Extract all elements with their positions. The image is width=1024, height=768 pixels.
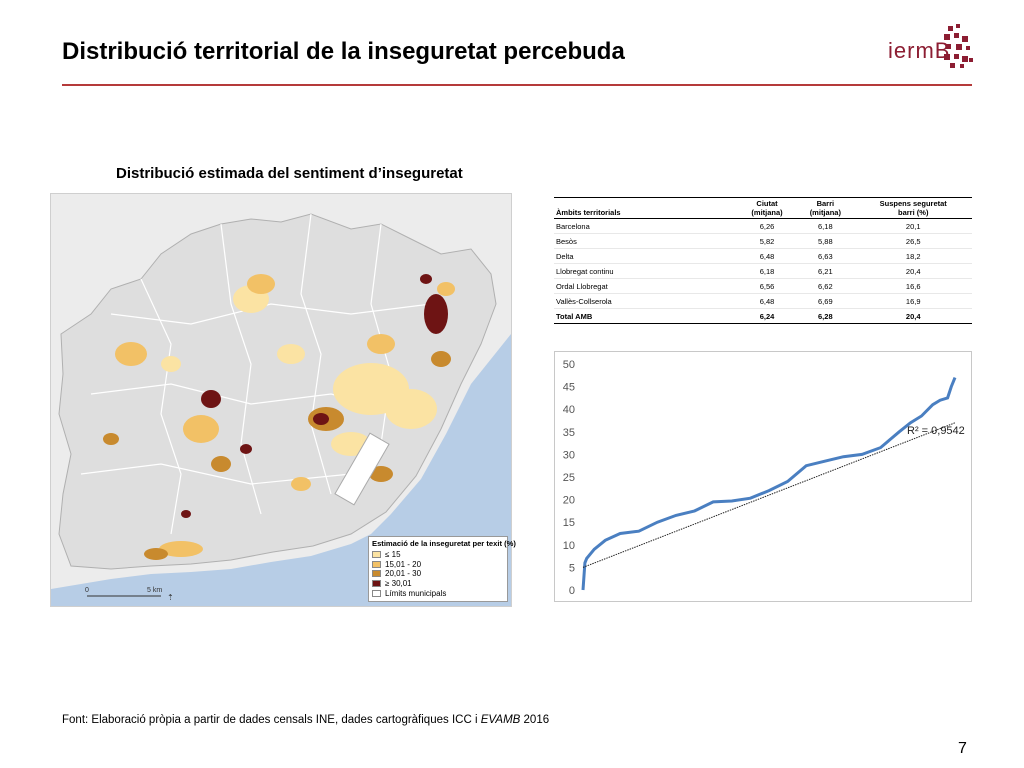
cell-ambit: Barcelona xyxy=(554,218,738,234)
cell-barri: 6,69 xyxy=(796,293,855,309)
source-note: Font: Elaboració pròpia a partir de dade… xyxy=(62,714,549,726)
cell-ambit: Besòs xyxy=(554,233,738,249)
cell-ambit: Ordal Llobregat xyxy=(554,278,738,294)
y-tick-label: 0 xyxy=(569,585,575,597)
y-tick-label: 15 xyxy=(563,517,575,529)
legend-swatch xyxy=(372,589,381,597)
map-heading: Distribució estimada del sentiment d’ins… xyxy=(116,165,463,182)
cell-suspens: 20,1 xyxy=(854,218,972,234)
cell-barri: 6,21 xyxy=(796,263,855,279)
y-tick-label: 5 xyxy=(569,562,575,574)
table-row: Delta 6,48 6,63 18,2 xyxy=(554,248,972,264)
y-tick-label: 25 xyxy=(563,472,575,484)
cell-ciutat: 6,24 xyxy=(737,308,797,324)
r-squared-annotation: R² = 0,9542 xyxy=(907,425,965,437)
y-tick-label: 10 xyxy=(563,540,575,552)
cell-barri: 6,62 xyxy=(796,278,855,294)
legend-label: 20,01 - 30 xyxy=(385,569,422,579)
cell-suspens: 20,4 xyxy=(854,263,972,279)
cell-ciutat: 6,18 xyxy=(737,263,797,279)
legend-label: 15,01 - 20 xyxy=(385,559,422,569)
table-row: Llobregat continu 6,18 6,21 20,4 xyxy=(554,263,972,279)
legend-swatch xyxy=(372,551,381,559)
cell-ambit: Vallès-Collserola xyxy=(554,293,738,309)
legend-title: Estimació de la inseguretat per texit (%… xyxy=(372,539,516,548)
port-area xyxy=(334,432,390,506)
table-row: Barcelona 6,26 6,18 20,1 xyxy=(554,218,972,234)
cell-suspens: 20,4 xyxy=(854,308,972,324)
cell-ciutat: 5,82 xyxy=(737,233,797,249)
legend-swatch xyxy=(372,570,381,578)
logo-pixel-mark-icon xyxy=(944,24,973,68)
zones-medium xyxy=(115,274,455,557)
legend-item: 20,01 - 30 xyxy=(372,569,504,579)
chart-canvas: 0 5 10 15 20 25 30 35 40 45 50 R² = 0,9542 xyxy=(563,359,965,597)
source-survey-name: EVAMB xyxy=(480,714,521,726)
col-header-barri: Barri (mitjana) xyxy=(809,199,841,217)
cell-ambit: Llobregat continu xyxy=(554,263,738,279)
logo-wordmark: iermB xyxy=(888,38,951,63)
col-header-suspens: Suspens seguretat barri (%) xyxy=(879,199,947,217)
legend-item: ≤ 15 xyxy=(372,550,504,560)
title-divider xyxy=(62,84,972,86)
cell-suspens: 16,9 xyxy=(854,293,972,309)
cell-barri: 5,88 xyxy=(796,233,855,249)
cell-barri: 6,28 xyxy=(796,308,855,324)
distribution-chart: 0 5 10 15 20 25 30 35 40 45 50 R² = 0,9542 xyxy=(554,351,972,602)
cell-ciutat: 6,26 xyxy=(737,218,797,234)
zones-very-high xyxy=(181,274,448,518)
y-tick-label: 45 xyxy=(563,382,575,394)
cell-ambit: Delta xyxy=(554,248,738,264)
legend-swatch xyxy=(372,560,381,568)
scale-zero-label: 0 xyxy=(85,587,89,594)
y-tick-label: 50 xyxy=(563,359,575,371)
cell-suspens: 18,2 xyxy=(854,248,972,264)
table-top-rule xyxy=(554,197,972,198)
table-row: Besòs 5,82 5,88 26,5 xyxy=(554,233,972,249)
scale-distance-label: 5 km xyxy=(147,587,162,594)
source-text: Font: Elaboració pròpia a partir de dade… xyxy=(62,714,481,726)
cell-ciutat: 6,48 xyxy=(737,248,797,264)
cell-suspens: 26,5 xyxy=(854,233,972,249)
cell-barri: 6,18 xyxy=(796,218,855,234)
y-tick-label: 30 xyxy=(563,449,575,461)
table-row: Vallès-Collserola 6,48 6,69 16,9 xyxy=(554,293,972,309)
table-row: Ordal Llobregat 6,56 6,62 16,6 xyxy=(554,278,972,294)
legend-swatch xyxy=(372,580,381,588)
legend-item: 15,01 - 20 xyxy=(372,560,504,570)
col-header-ciutat: Ciutat (mitjana) xyxy=(751,199,783,217)
source-year: 2016 xyxy=(520,714,550,726)
cell-suspens: 16,6 xyxy=(854,278,972,294)
cell-barri: 6,63 xyxy=(796,248,855,264)
cell-ciutat: 6,56 xyxy=(737,278,797,294)
y-tick-label: 20 xyxy=(563,495,575,507)
map-legend: Estimació de la inseguretat per texit (%… xyxy=(368,536,516,602)
y-tick-label: 35 xyxy=(563,427,575,439)
y-tick-label: 40 xyxy=(563,404,575,416)
trend-line xyxy=(582,422,956,568)
table-total-row: Total AMB 6,24 6,28 20,4 xyxy=(554,308,972,324)
legend-item: Límits municipals xyxy=(372,588,504,598)
observed-series-line xyxy=(581,377,957,591)
cell-ciutat: 6,48 xyxy=(737,293,797,309)
cell-ambit: Total AMB xyxy=(554,308,738,324)
page-number: 7 xyxy=(958,740,967,757)
legend-label: Límits municipals xyxy=(385,588,447,598)
slide-title: Distribució territorial de la insegureta… xyxy=(62,38,625,65)
legend-item: ≥ 30,01 xyxy=(372,579,504,589)
col-header-ambits: Àmbits territorials xyxy=(556,208,621,217)
legend-label: ≥ 30,01 xyxy=(385,579,412,589)
north-arrow-icon: ⇡ xyxy=(167,593,174,602)
summary-table: Àmbits territorials Ciutat (mitjana) Bar… xyxy=(554,197,972,324)
legend-label: ≤ 15 xyxy=(385,550,401,560)
iermb-logo: iermB xyxy=(888,24,974,70)
